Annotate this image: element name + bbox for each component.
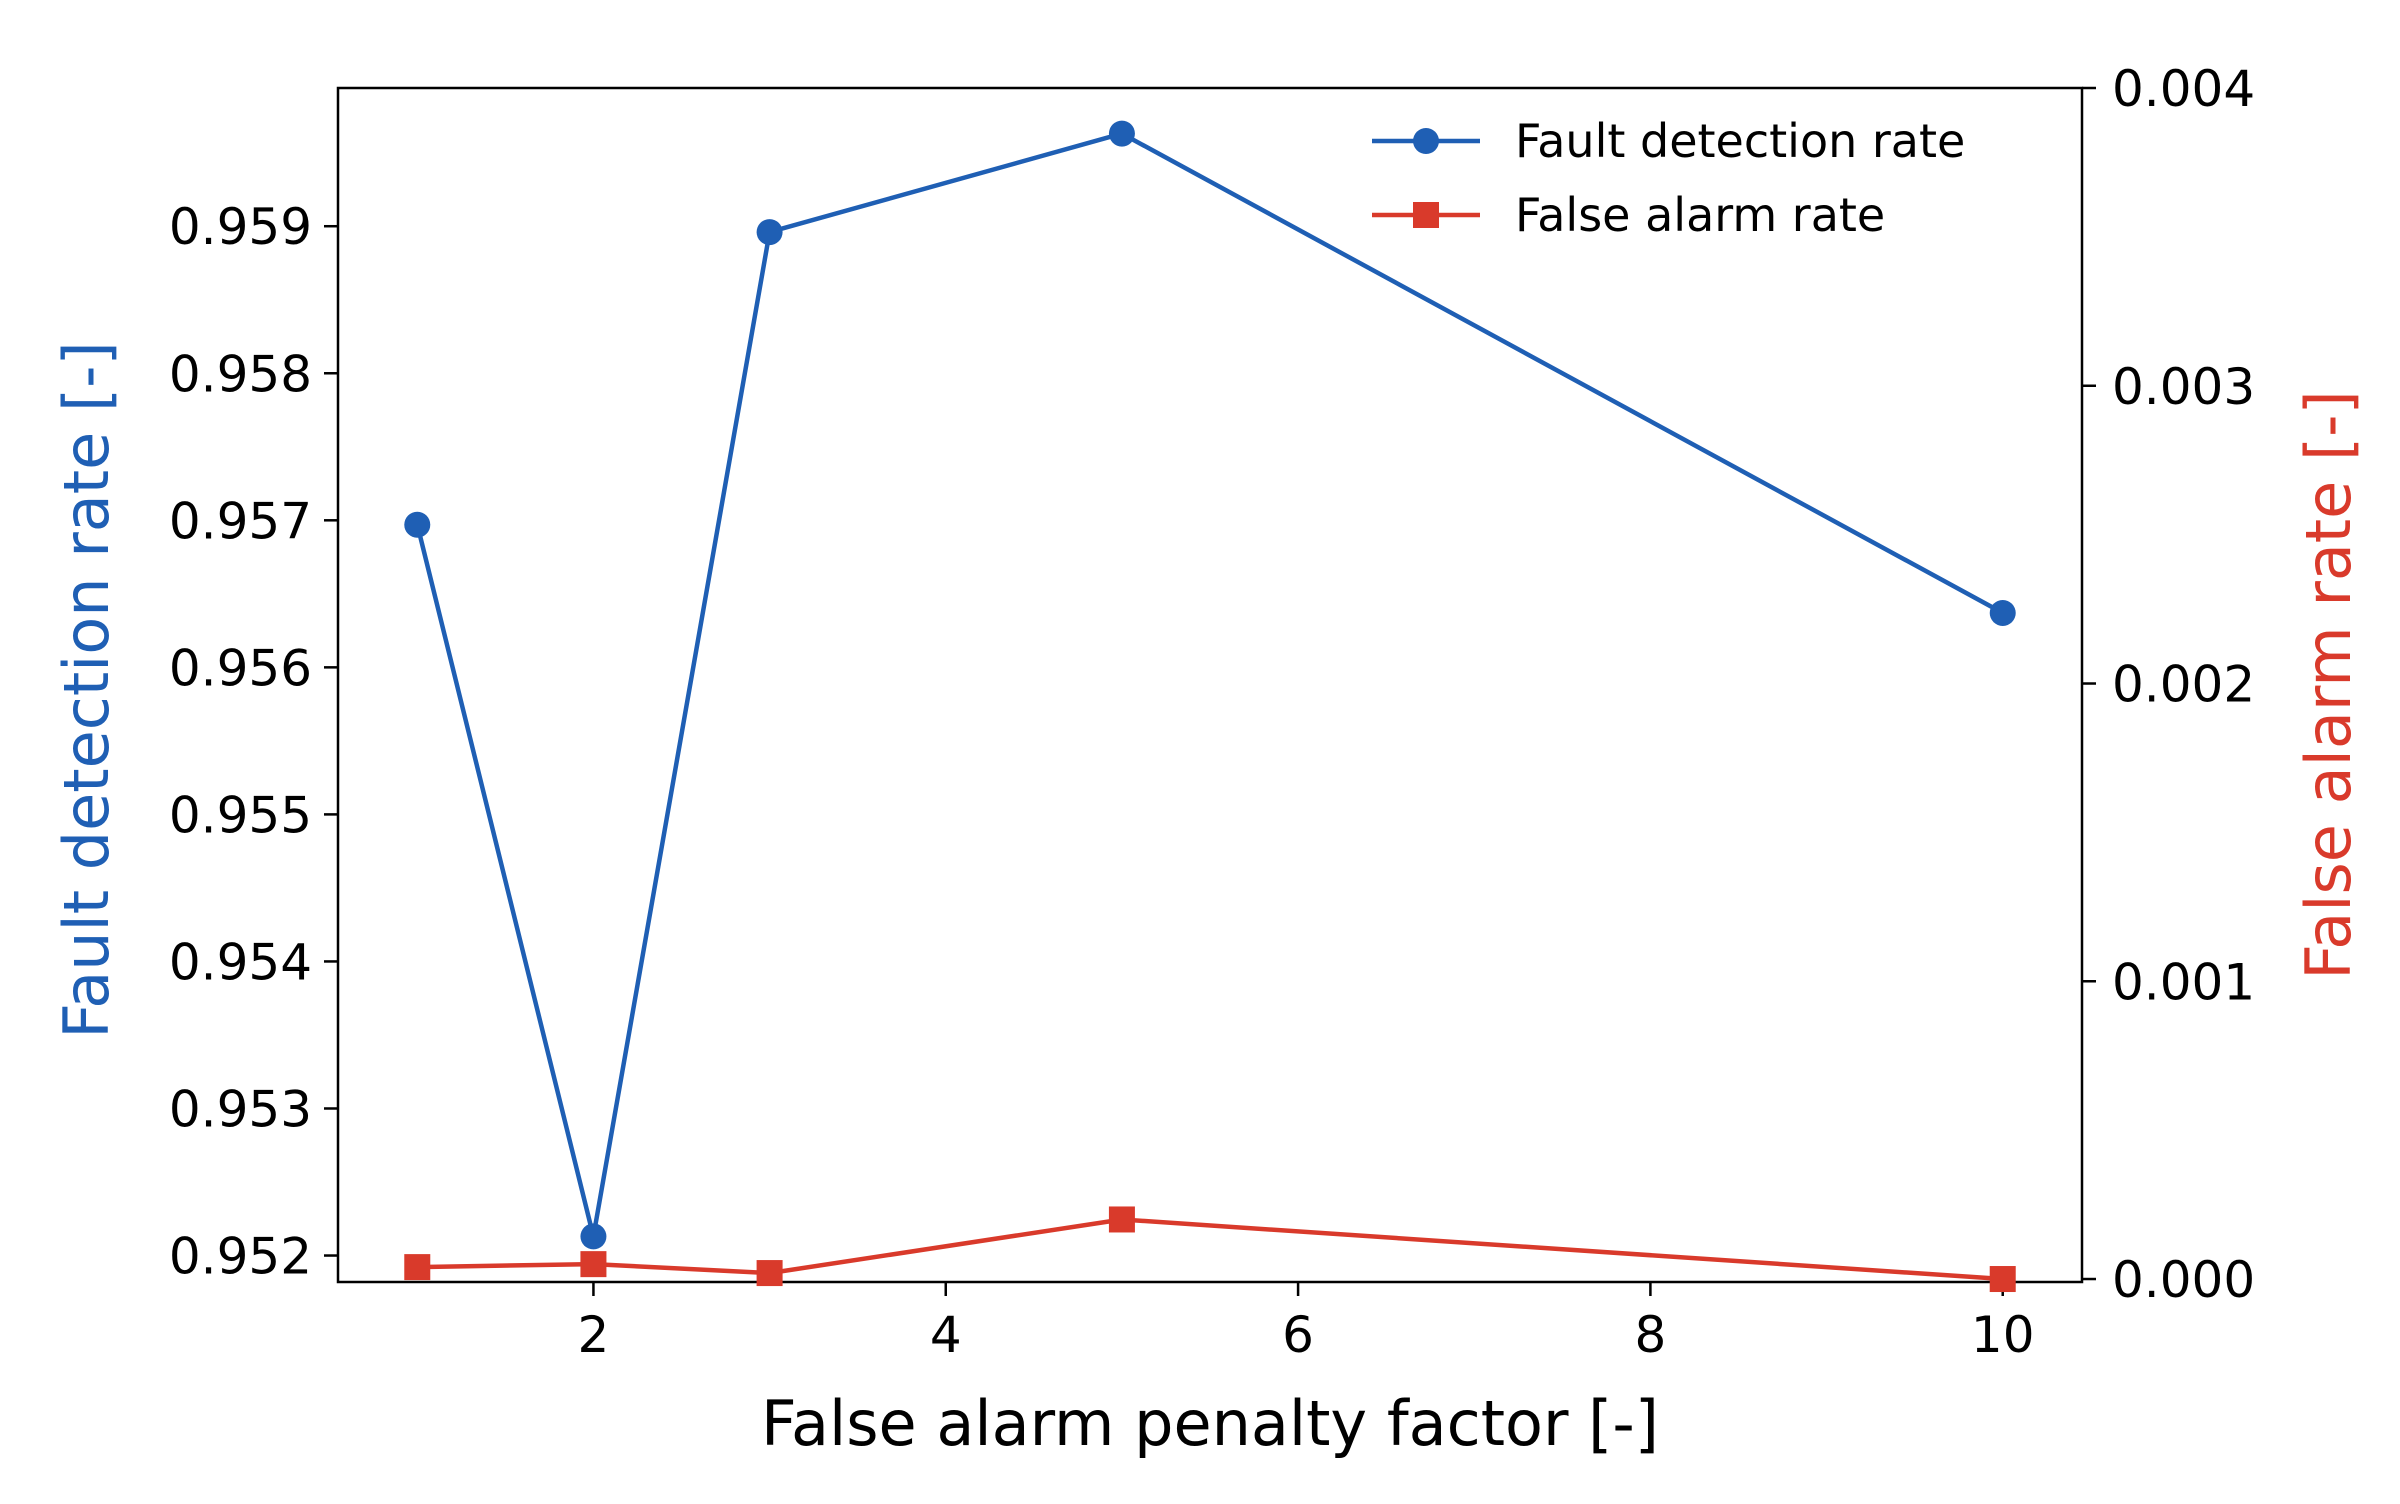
right-y-tick-label: 0.001 [2112, 953, 2255, 1011]
x-tick-label: 10 [1971, 1306, 2035, 1364]
series-line-fault-detection [415, 131, 2004, 1239]
left-y-tick-label: 0.952 [169, 1228, 312, 1286]
data-point-false-alarm [1989, 1266, 2016, 1293]
data-point-false-alarm [404, 1254, 431, 1281]
right-y-tick-label: 0.000 [2112, 1251, 2255, 1309]
legend-marker-false-alarm [1413, 202, 1439, 228]
left-y-tick-label: 0.954 [169, 933, 312, 991]
right-y-tick-label: 0.004 [2112, 60, 2255, 118]
plot-area: 2 4 6 8 10 0.952 0.953 0.954 0.955 0.956 0.957 0.95… [169, 60, 2255, 1364]
right-y-tick-label: 0.002 [2112, 656, 2255, 714]
series-line-false-alarm [417, 1217, 2003, 1282]
x-axis-title: False alarm penalty factor [-] [761, 1387, 1659, 1460]
data-point-false-alarm [1108, 1206, 1135, 1233]
left-y-tick-label: 0.955 [169, 786, 312, 844]
legend-label-fault-detection: Fault detection rate [1515, 114, 1965, 168]
data-point-false-alarm [580, 1251, 607, 1278]
right-y-axis-title: False alarm rate [-] [2292, 390, 2365, 979]
data-point-fault-detection [404, 511, 431, 538]
left-y-tick-label: 0.956 [169, 639, 312, 697]
data-point-fault-detection [1108, 120, 1135, 147]
left-y-axis-title: Fault detection rate [-] [50, 341, 123, 1038]
data-point-fault-detection [756, 219, 783, 246]
plot-frame [336, 86, 2084, 1284]
x-tick-label: 4 [930, 1306, 962, 1364]
data-point-fault-detection [1989, 599, 2016, 626]
x-tick-label: 2 [578, 1306, 610, 1364]
left-y-tick-label: 0.958 [169, 345, 312, 403]
data-point-fault-detection [580, 1223, 607, 1250]
legend-label-false-alarm: False alarm rate [1515, 188, 1885, 242]
left-y-tick-label: 0.959 [169, 198, 312, 256]
legend: Fault detection rate False alarm rate [1372, 114, 1965, 242]
left-y-tick-label: 0.953 [169, 1080, 312, 1138]
right-y-tick-label: 0.003 [2112, 358, 2255, 416]
data-point-false-alarm [756, 1260, 783, 1287]
x-tick-label: 8 [1634, 1306, 1666, 1364]
left-y-tick-label: 0.957 [169, 492, 312, 550]
x-tick-label: 6 [1282, 1306, 1314, 1364]
legend-marker-fault-detection [1413, 128, 1439, 154]
